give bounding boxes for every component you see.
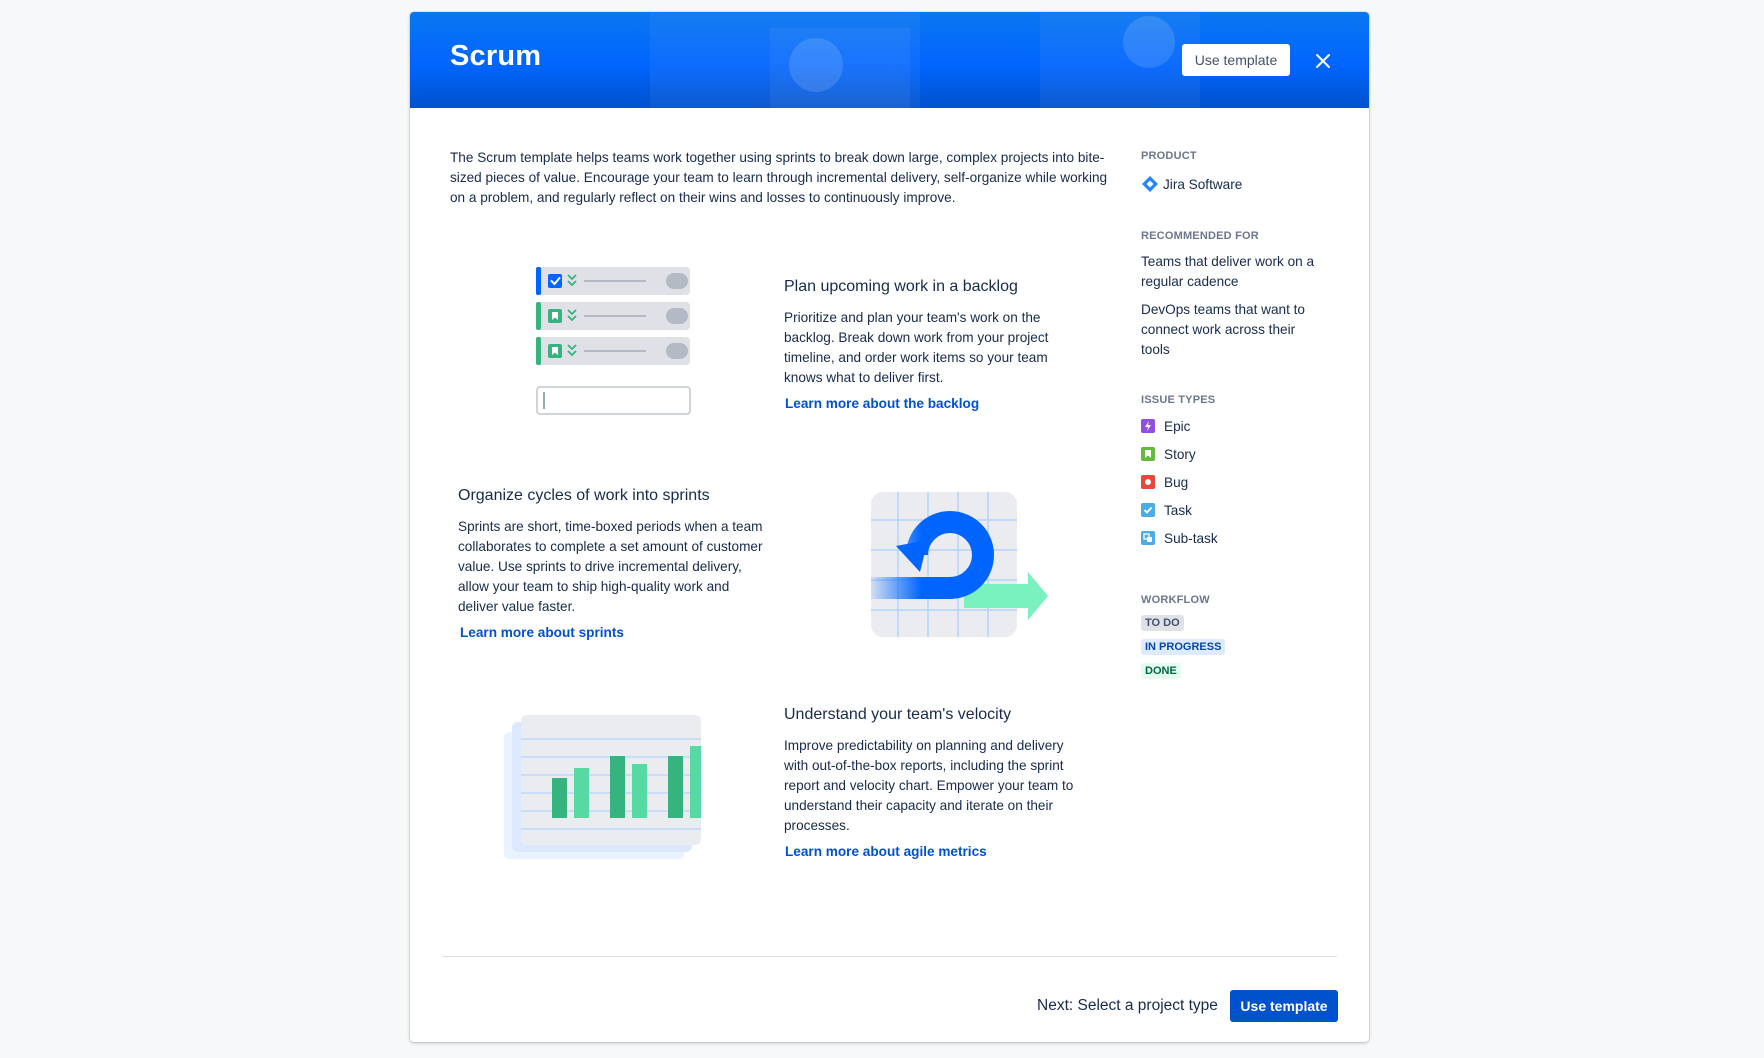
header-decoration bbox=[770, 28, 910, 108]
backlog-illustration bbox=[534, 265, 694, 417]
status-badge-done: DONE bbox=[1141, 663, 1181, 679]
task-icon bbox=[1141, 503, 1155, 517]
header-decoration bbox=[1123, 16, 1175, 68]
issue-type-bug: Bug bbox=[1141, 472, 1188, 492]
issue-type-label: Story bbox=[1164, 446, 1196, 462]
workflow-heading: WORKFLOW bbox=[1141, 594, 1210, 606]
bug-icon bbox=[1141, 475, 1155, 489]
header-decoration bbox=[650, 12, 920, 108]
template-modal: Scrum Use template The Scrum template he… bbox=[410, 12, 1369, 1042]
product-name-label: Jira Software bbox=[1163, 176, 1243, 192]
product-name: Jira Software bbox=[1141, 174, 1242, 194]
feature-title-velocity: Understand your team's velocity bbox=[784, 706, 1012, 723]
product-heading: PRODUCT bbox=[1141, 150, 1197, 162]
subtask-icon bbox=[1141, 531, 1155, 545]
use-template-button-header[interactable]: Use template bbox=[1182, 44, 1290, 76]
use-template-button[interactable]: Use template bbox=[1230, 990, 1338, 1022]
link-learn-metrics[interactable]: Learn more about agile metrics bbox=[785, 844, 987, 859]
issue-types-heading: ISSUE TYPES bbox=[1141, 394, 1216, 406]
close-button[interactable] bbox=[1310, 48, 1336, 74]
feature-body-backlog: Prioritize and plan your team's work on … bbox=[784, 310, 1049, 385]
epic-icon bbox=[1141, 419, 1155, 433]
recommended-heading: RECOMMENDED FOR bbox=[1141, 230, 1259, 242]
status-badge-in-progress: IN PROGRESS bbox=[1141, 639, 1226, 655]
recommended-item: DevOps teams that want to connect work a… bbox=[1141, 302, 1305, 357]
header-decoration bbox=[789, 38, 843, 92]
footer-divider bbox=[442, 956, 1337, 957]
sprint-cycle-illustration bbox=[868, 480, 1048, 640]
close-icon bbox=[1316, 54, 1330, 68]
feature-body-sprints: Sprints are short, time-boxed periods wh… bbox=[458, 519, 763, 614]
modal-header: Scrum Use template bbox=[410, 12, 1369, 108]
issue-type-label: Task bbox=[1164, 502, 1192, 518]
feature-title-sprints: Organize cycles of work into sprints bbox=[458, 487, 710, 504]
template-description: The Scrum template helps teams work toge… bbox=[450, 150, 1108, 205]
status-badge-todo: TO DO bbox=[1141, 615, 1184, 631]
page-title: Scrum bbox=[450, 40, 542, 72]
velocity-chart-illustration bbox=[504, 702, 704, 862]
issue-type-label: Sub-task bbox=[1164, 530, 1218, 546]
link-learn-backlog[interactable]: Learn more about the backlog bbox=[785, 396, 980, 411]
jira-software-icon bbox=[1142, 176, 1158, 192]
issue-type-task: Task bbox=[1141, 500, 1192, 520]
issue-type-subtask: Sub-task bbox=[1141, 528, 1218, 548]
issue-type-label: Bug bbox=[1164, 474, 1189, 490]
story-icon bbox=[1141, 447, 1155, 461]
link-learn-sprints[interactable]: Learn more about sprints bbox=[460, 625, 624, 640]
feature-title-backlog: Plan upcoming work in a backlog bbox=[784, 278, 1018, 295]
issue-type-story: Story bbox=[1141, 444, 1196, 464]
feature-body-velocity: Improve predictability on planning and d… bbox=[784, 738, 1074, 833]
issue-type-label: Epic bbox=[1164, 418, 1191, 434]
next-step-text: Next: Select a project type bbox=[1037, 997, 1218, 1014]
recommended-item: Teams that deliver work on a regular cad… bbox=[1141, 254, 1315, 289]
header-decoration bbox=[1040, 12, 1200, 108]
issue-type-epic: Epic bbox=[1141, 416, 1190, 436]
